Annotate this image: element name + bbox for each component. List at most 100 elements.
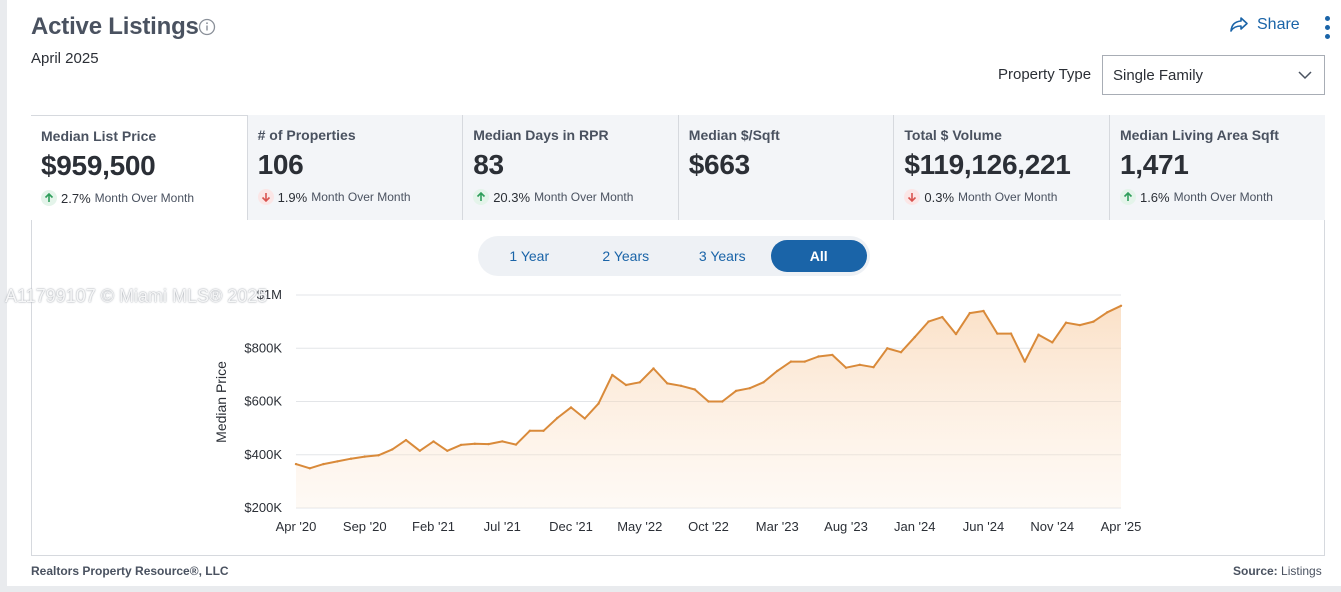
kpi-tab-median-list-price[interactable]: Median List Price $959,500 2.7% Month Ov…: [31, 115, 247, 220]
data-point[interactable]: [336, 460, 339, 463]
data-point[interactable]: [748, 387, 751, 390]
data-point[interactable]: [982, 309, 985, 313]
x-tick-label: May '22: [617, 519, 662, 534]
data-point[interactable]: [404, 438, 408, 442]
data-point[interactable]: [1051, 341, 1054, 344]
data-point[interactable]: [927, 320, 930, 323]
y-axis-label: Median Price: [213, 361, 229, 443]
data-point[interactable]: [638, 381, 641, 384]
data-point[interactable]: [322, 462, 325, 466]
range-button-all[interactable]: All: [770, 240, 867, 272]
y-tick-label: $600K: [244, 394, 282, 409]
kpi-change-period: Month Over Month: [534, 190, 634, 204]
data-point[interactable]: [762, 381, 765, 384]
data-point[interactable]: [968, 311, 971, 315]
data-point[interactable]: [886, 347, 889, 350]
data-point[interactable]: [844, 366, 848, 369]
data-point[interactable]: [1064, 321, 1068, 324]
y-tick-label: $200K: [244, 500, 282, 515]
data-point[interactable]: [514, 443, 518, 446]
data-point[interactable]: [569, 406, 573, 409]
kpi-change-pct: 20.3%: [493, 189, 531, 205]
data-point[interactable]: [624, 383, 628, 387]
data-point[interactable]: [446, 449, 449, 452]
data-point[interactable]: [899, 351, 903, 354]
kpi-tab-median-living-area[interactable]: Median Living Area Sqft 1,471 1.6% Month…: [1108, 115, 1325, 220]
data-point[interactable]: [817, 355, 820, 358]
data-point[interactable]: [1119, 304, 1123, 307]
data-point[interactable]: [391, 448, 394, 451]
range-button-2-years[interactable]: 2 Years: [602, 248, 650, 264]
data-point[interactable]: [941, 315, 944, 319]
kpi-tabs: Median List Price $959,500 2.7% Month Ov…: [31, 115, 1325, 220]
data-point[interactable]: [583, 417, 586, 420]
property-type-value: Single Family: [1113, 66, 1204, 84]
data-point[interactable]: [707, 400, 710, 403]
data-point[interactable]: [363, 455, 366, 458]
kpi-tab-properties[interactable]: # of Properties 106 1.9% Month Over Mont…: [246, 115, 463, 220]
data-point[interactable]: [803, 360, 806, 363]
data-point[interactable]: [432, 440, 435, 443]
x-tick-label: Jul '21: [484, 519, 521, 534]
data-point[interactable]: [1009, 332, 1013, 335]
data-point[interactable]: [831, 353, 834, 357]
data-point[interactable]: [459, 443, 463, 447]
data-point[interactable]: [954, 332, 958, 336]
data-point[interactable]: [679, 384, 683, 387]
data-point[interactable]: [858, 363, 861, 366]
data-point[interactable]: [1078, 323, 1082, 327]
data-point[interactable]: [528, 429, 531, 432]
x-tick-label: Apr '25: [1101, 519, 1142, 534]
footer-attribution-text: Realtors Property Resource: [31, 564, 190, 578]
kpi-value: $959,500: [41, 150, 156, 181]
kpi-change-period: Month Over Month: [311, 190, 411, 204]
property-type-select[interactable]: Single Family: [1102, 55, 1325, 95]
kpi-tab-total-volume[interactable]: Total $ Volume $119,126,221 0.3% Month O…: [893, 115, 1109, 220]
kpi-value: 1,471: [1119, 149, 1189, 180]
property-type-label: Property Type: [998, 66, 1092, 83]
info-icon[interactable]: [198, 18, 216, 36]
data-point[interactable]: [542, 429, 545, 432]
data-point[interactable]: [349, 457, 353, 460]
kpi-tab-median-price-sqft[interactable]: Median $/Sqft $663: [677, 115, 894, 220]
watermark: A11799107 © Miami MLS® 2025: [5, 286, 268, 306]
kpi-change: 2.7% Month Over Month: [41, 190, 247, 206]
data-point[interactable]: [734, 389, 738, 393]
range-button-3-years[interactable]: 3 Years: [698, 248, 746, 264]
kpi-change-period: Month Over Month: [1173, 190, 1273, 204]
data-point[interactable]: [487, 442, 490, 446]
data-point[interactable]: [294, 462, 298, 466]
data-point[interactable]: [377, 454, 380, 457]
data-point[interactable]: [308, 467, 311, 470]
data-point[interactable]: [556, 416, 559, 420]
data-point[interactable]: [693, 388, 696, 391]
x-tick-label: Dec '21: [549, 519, 593, 534]
data-point[interactable]: [776, 369, 779, 373]
share-button[interactable]: Share: [1229, 16, 1300, 34]
data-point[interactable]: [611, 373, 614, 377]
data-point[interactable]: [597, 402, 600, 405]
data-point[interactable]: [1092, 320, 1095, 323]
data-point[interactable]: [789, 360, 793, 363]
data-point[interactable]: [652, 367, 655, 370]
data-point[interactable]: [666, 382, 669, 385]
x-tick-label: Aug '23: [824, 519, 868, 534]
series-area: [296, 305, 1121, 508]
data-point[interactable]: [1106, 311, 1109, 314]
kpi-value: $119,126,221: [904, 149, 1071, 180]
data-point[interactable]: [913, 335, 916, 339]
data-point[interactable]: [1037, 333, 1040, 336]
data-point[interactable]: [418, 449, 421, 452]
range-button-1-year[interactable]: 1 Year: [509, 248, 550, 264]
more-options-icon[interactable]: [1322, 16, 1334, 40]
footer-source-value: Listings: [1281, 564, 1322, 578]
data-point[interactable]: [501, 440, 504, 443]
x-tick-label: Jun '24: [963, 519, 1005, 534]
data-point[interactable]: [872, 366, 875, 369]
data-point[interactable]: [1023, 360, 1026, 363]
data-point[interactable]: [473, 442, 476, 445]
data-point[interactable]: [721, 400, 724, 403]
x-tick-label: Mar '23: [756, 519, 799, 534]
data-point[interactable]: [996, 332, 999, 335]
kpi-tab-median-days[interactable]: Median Days in RPR 83 20.3% Month Over M…: [462, 115, 678, 220]
